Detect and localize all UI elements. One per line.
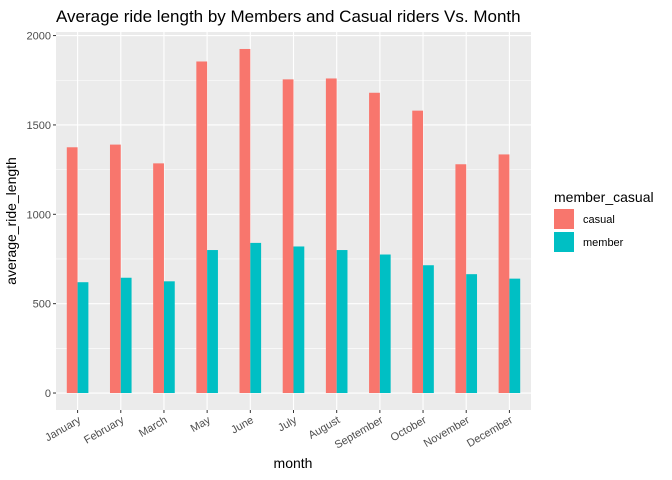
y-axis-title: average_ride_length [3, 157, 19, 285]
bar-casual-december [498, 154, 510, 394]
bar-member-august [336, 250, 348, 394]
legend-label-casual: casual [583, 214, 615, 226]
x-tick-label: June [229, 414, 256, 436]
legend-key-casual [554, 209, 574, 229]
legend-title: member_casual [554, 189, 654, 205]
x-tick-label: January [43, 414, 83, 444]
bar-member-july [293, 246, 305, 394]
bar-casual-june [239, 48, 251, 394]
bar-casual-september [369, 92, 380, 394]
y-tick-label: 1000 [27, 209, 51, 221]
y-tick-label: 500 [33, 299, 51, 311]
y-axis-ticks: 0 500 1000 1500 2000 [27, 31, 56, 400]
y-tick-label: 2000 [27, 31, 51, 43]
y-tick-label: 1500 [27, 120, 51, 132]
bar-member-september [379, 254, 391, 394]
legend-key-member [554, 232, 574, 252]
x-tick-label: November [422, 414, 472, 450]
legend-label-member: member [583, 237, 624, 249]
bar-casual-january [66, 147, 78, 394]
bar-casual-october [412, 110, 424, 394]
bar-casual-november [455, 164, 467, 394]
x-tick-label: September [333, 414, 386, 451]
x-axis-ticks: January February March May June July AugustSep… [43, 410, 515, 452]
bar-member-october [423, 265, 434, 394]
bar-member-january [77, 282, 89, 394]
bar-casual-march [153, 163, 164, 394]
bar-member-december [509, 278, 521, 394]
bar-member-february [120, 277, 132, 394]
x-tick-label: August [307, 414, 343, 442]
legend: member_casual casual member [554, 189, 654, 252]
bar-casual-july [282, 79, 294, 394]
bar-casual-may [196, 61, 208, 394]
bar-member-november [466, 274, 478, 394]
chart-title: Average ride length by Members and Casua… [56, 7, 521, 26]
legend-items: casual member [554, 209, 624, 252]
bar-member-may [207, 250, 218, 394]
x-tick-label: December [465, 414, 515, 450]
x-tick-label: February [82, 414, 127, 447]
bar-casual-february [109, 144, 121, 394]
y-tick-label: 0 [45, 388, 51, 400]
x-tick-label: July [276, 414, 299, 434]
x-tick-label: May [189, 414, 213, 435]
bar-casual-august [325, 78, 337, 394]
x-tick-label: March [137, 414, 169, 440]
x-axis-title: month [274, 455, 313, 471]
bar-member-march [163, 281, 175, 394]
bars [66, 48, 521, 394]
bar-member-june [250, 242, 262, 394]
